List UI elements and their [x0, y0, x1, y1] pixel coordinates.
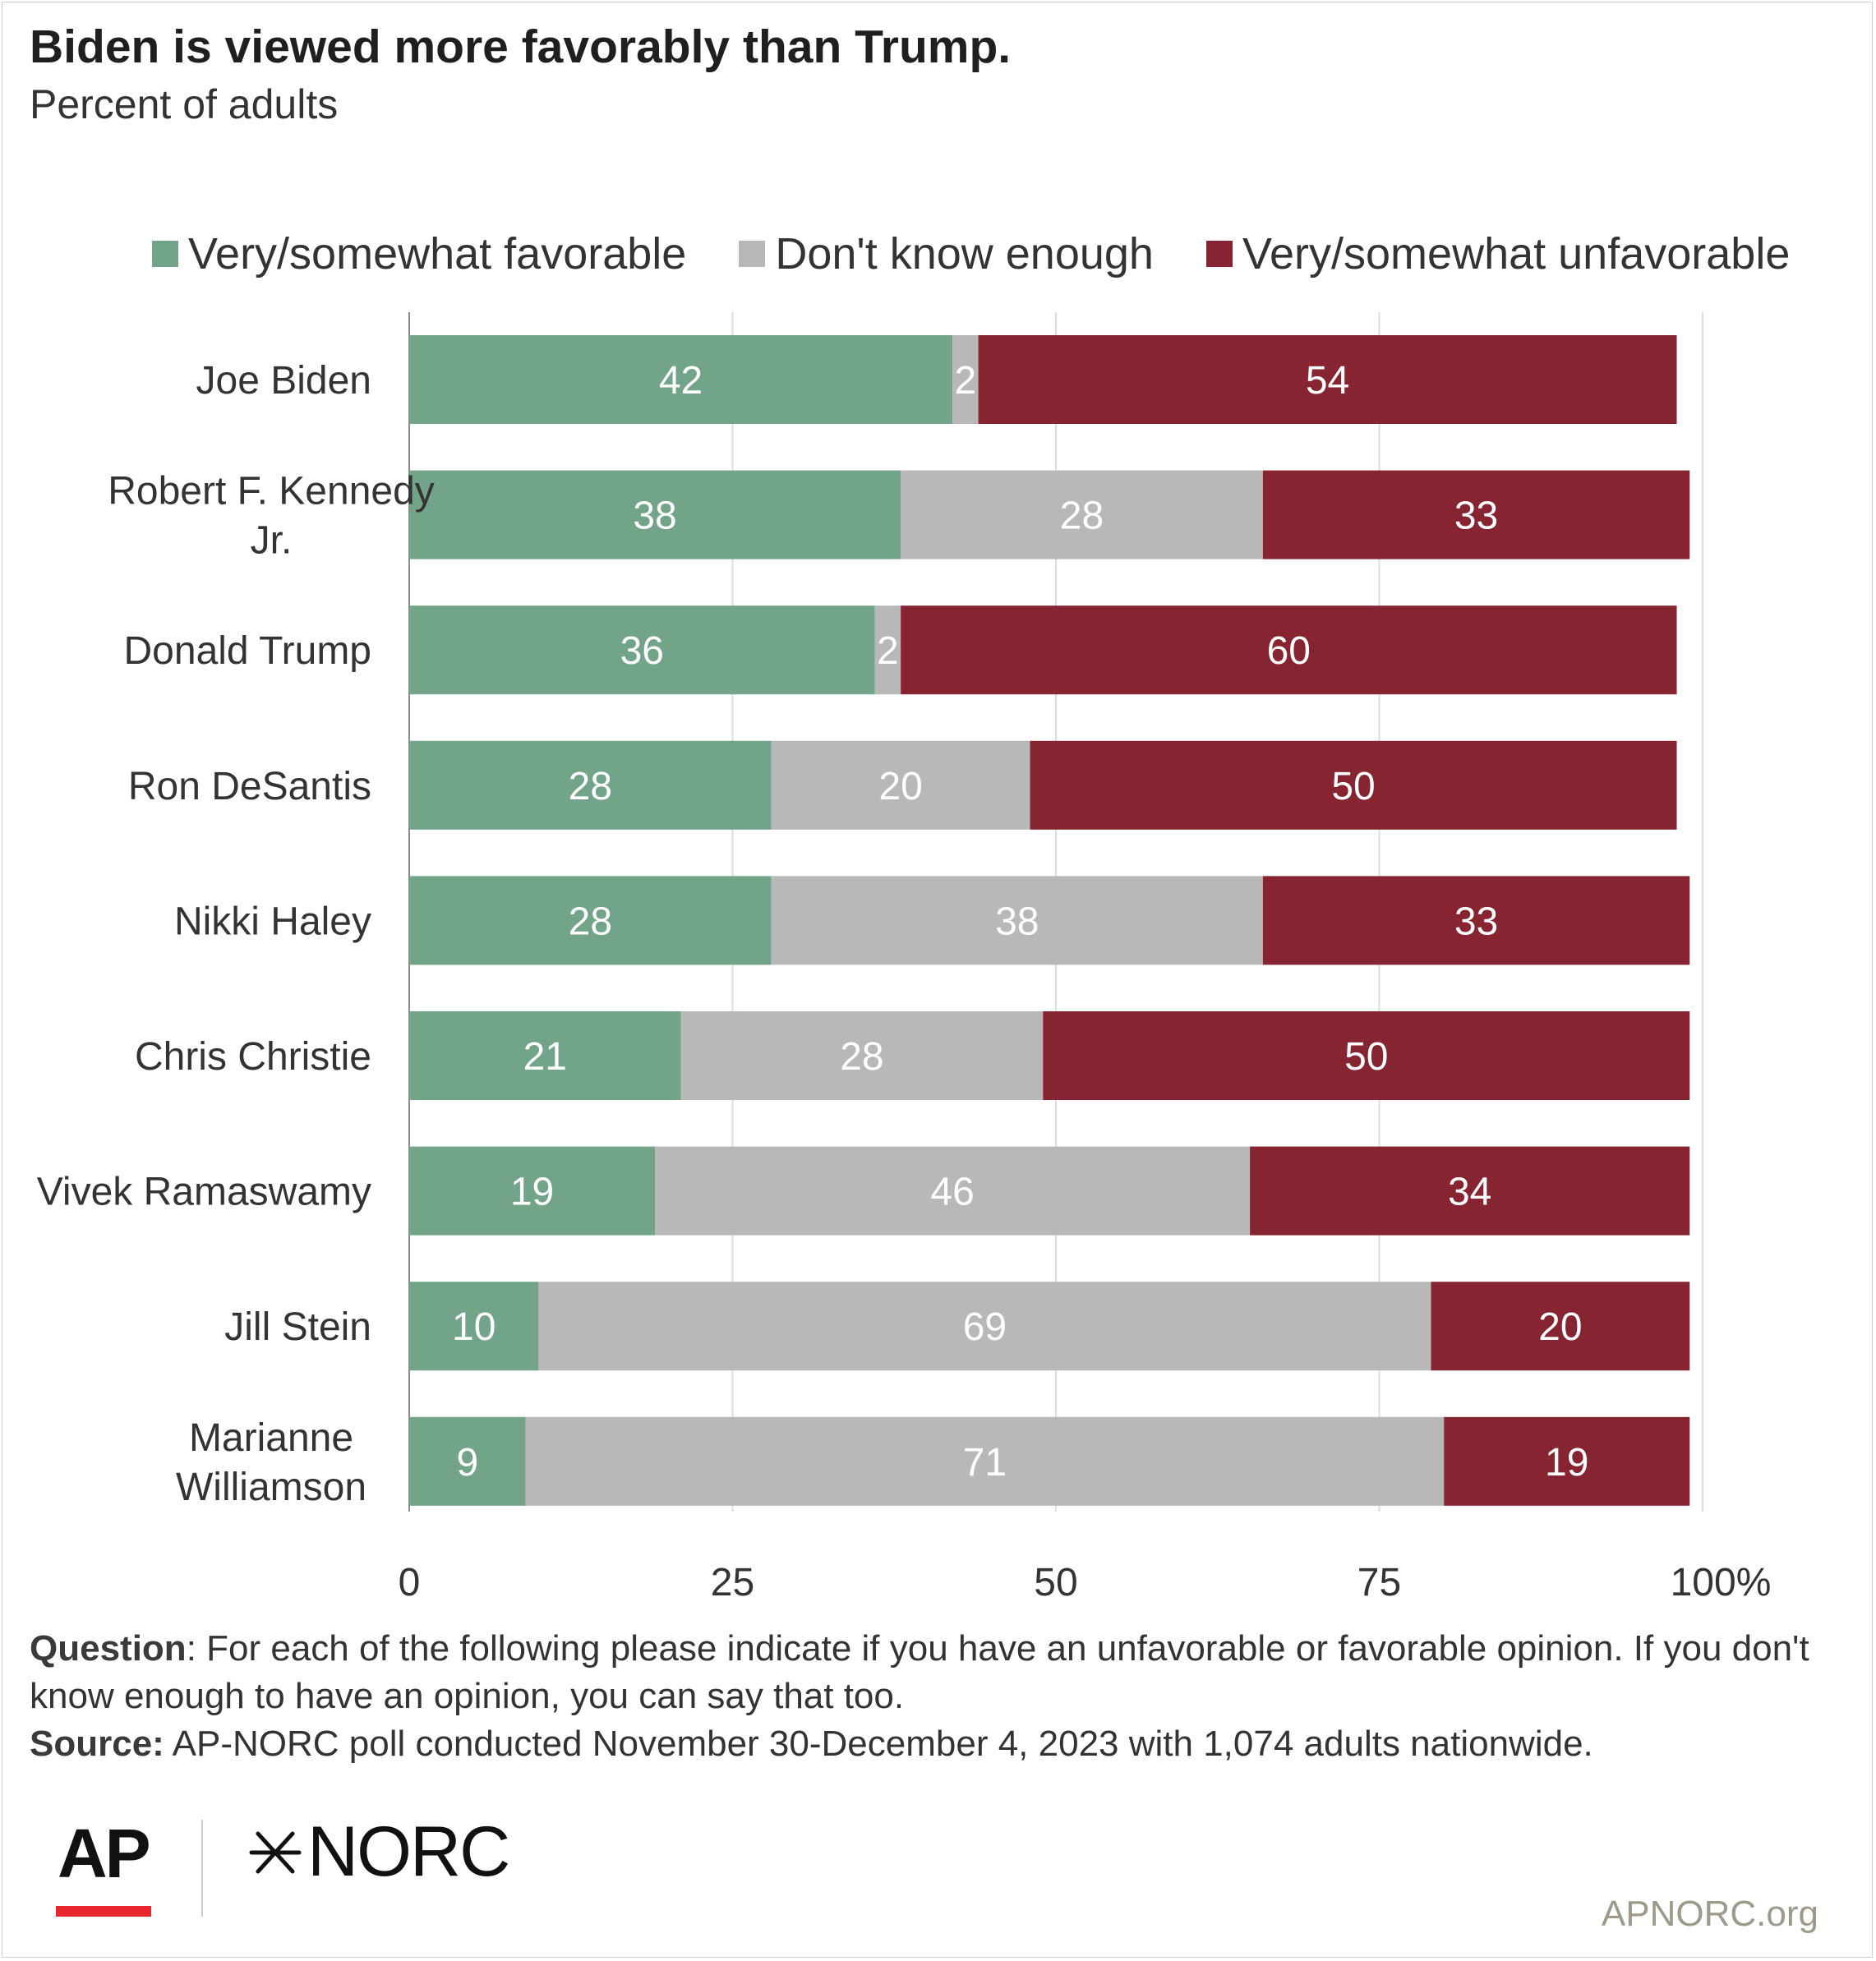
legend: Very/somewhat favorable Don't know enoug… — [152, 228, 1790, 279]
chart-notes: Question: For each of the following plea… — [30, 1625, 1846, 1768]
bar-segment — [978, 335, 1677, 424]
bar-segment — [538, 1282, 1431, 1371]
data-label: 20 — [1538, 1305, 1582, 1349]
category-label: Joe Biden — [196, 359, 372, 403]
data-label: 46 — [930, 1171, 974, 1214]
category-label: Chris Christie — [135, 1035, 371, 1079]
bar-segment — [409, 1416, 526, 1506]
category-label: Marianne — [189, 1416, 353, 1460]
x-tick-label: 25 — [711, 1561, 754, 1604]
question-text: : For each of the following please indic… — [30, 1628, 1809, 1716]
data-label: 50 — [1344, 1035, 1388, 1079]
x-tick-label: 50 — [1034, 1561, 1077, 1604]
bar-segment — [409, 605, 875, 695]
category-label: Ron DeSantis — [128, 765, 371, 808]
bar-segment — [409, 876, 772, 965]
data-label: 50 — [1331, 765, 1375, 808]
bar-segment — [409, 335, 953, 424]
category-label: Nikki Haley — [174, 900, 371, 943]
footer-url: APNORC.org — [1601, 1894, 1818, 1934]
bar-segment — [901, 605, 1677, 695]
legend-swatch-dont-know — [739, 241, 766, 267]
bar-segment — [771, 740, 1030, 830]
legend-label-unfavorable: Very/somewhat unfavorable — [1242, 229, 1791, 278]
category-label: Robert F. Kennedy — [108, 470, 435, 513]
data-label: 28 — [569, 765, 612, 808]
data-label: 60 — [1267, 629, 1311, 673]
data-label: 33 — [1454, 495, 1498, 538]
bar-segment — [409, 1011, 681, 1100]
data-label: 36 — [620, 629, 664, 673]
category-label: Williamson — [176, 1466, 366, 1509]
question-note: Question: For each of the following plea… — [30, 1625, 1846, 1720]
bar-segment — [680, 1011, 1044, 1100]
chart-title: Biden is viewed more favorably than Trum… — [30, 21, 1012, 73]
data-label: 19 — [1545, 1441, 1588, 1485]
data-label: 42 — [659, 359, 703, 403]
norc-logo-text: NORC — [307, 1812, 510, 1891]
bar-segment — [1262, 470, 1690, 559]
bar-segment — [409, 1146, 656, 1236]
source-text: AP-NORC poll conducted November 30-Decem… — [164, 1724, 1593, 1764]
bar-segment — [409, 470, 901, 559]
category-label: Vivek Ramaswamy — [37, 1171, 371, 1214]
bar-segment — [1444, 1416, 1690, 1506]
category-label: Donald Trump — [124, 629, 371, 673]
bar-chart: 42 2 54 Joe Biden 38 28 33 Robert F. Kennedy Jr.… — [37, 312, 1772, 1604]
data-label: 54 — [1306, 359, 1349, 403]
legend-item-dont-know: Don't know enough — [739, 228, 1154, 279]
legend-item-favorable: Very/somewhat favorable — [152, 228, 686, 279]
data-label: 19 — [510, 1171, 554, 1214]
legend-swatch-unfavorable — [1205, 241, 1233, 267]
norc-logo: NORC — [247, 1811, 510, 1893]
data-label: 2 — [877, 629, 899, 673]
question-label: Question — [30, 1628, 187, 1669]
ap-logo: AP — [58, 1815, 151, 1892]
bar-segment — [874, 605, 901, 695]
star-icon — [249, 1831, 302, 1873]
bar-segment — [1431, 1282, 1690, 1371]
data-label: 38 — [633, 495, 676, 538]
data-label: 28 — [569, 900, 612, 943]
data-label: 38 — [995, 900, 1039, 943]
data-label: 71 — [963, 1441, 1007, 1485]
legend-label-favorable: Very/somewhat favorable — [188, 229, 687, 278]
bar-segment — [409, 740, 772, 830]
chart-subtitle: Percent of adults — [30, 81, 339, 127]
category-label: Jill Stein — [224, 1305, 371, 1349]
x-tick-label: 0 — [399, 1561, 421, 1604]
ap-logo-underline — [56, 1906, 151, 1917]
data-label: 69 — [963, 1305, 1007, 1349]
bar-segment — [1250, 1146, 1690, 1236]
bar-segment — [952, 335, 979, 424]
x-tick-label: 100% — [1671, 1561, 1772, 1604]
bar-segment — [1043, 1011, 1690, 1100]
bar-segment — [901, 470, 1263, 559]
category-label: Jr. — [251, 519, 293, 563]
legend-item-unfavorable: Very/somewhat unfavorable — [1205, 228, 1791, 279]
bar-segment — [525, 1416, 1445, 1506]
data-label: 33 — [1454, 900, 1498, 943]
data-label: 21 — [523, 1035, 567, 1079]
data-label: 10 — [452, 1305, 496, 1349]
logo-divider — [201, 1820, 203, 1917]
source-note: Source: AP-NORC poll conducted November … — [30, 1720, 1846, 1768]
data-label: 34 — [1448, 1171, 1491, 1214]
bar-segment — [1262, 876, 1690, 965]
bar-segment — [1030, 740, 1677, 830]
bar-segment — [655, 1146, 1251, 1236]
data-label: 2 — [954, 359, 976, 403]
legend-swatch-favorable — [152, 241, 178, 267]
data-label: 28 — [840, 1035, 883, 1079]
data-label: 9 — [456, 1441, 478, 1485]
data-label: 28 — [1060, 495, 1104, 538]
x-tick-label: 75 — [1357, 1561, 1401, 1604]
data-label: 20 — [878, 765, 922, 808]
legend-label-dont-know: Don't know enough — [775, 229, 1154, 278]
bar-segment — [409, 1282, 539, 1371]
bar-segment — [771, 876, 1263, 965]
source-label: Source: — [30, 1724, 164, 1764]
